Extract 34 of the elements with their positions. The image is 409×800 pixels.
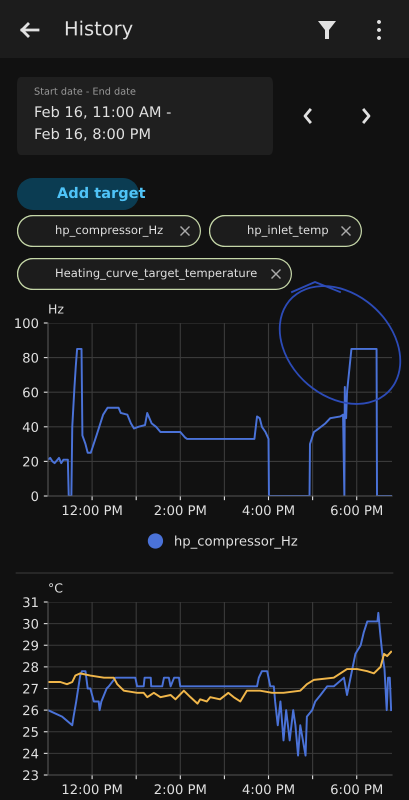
y-tick-label: 20 — [23, 456, 38, 467]
y-tick-label: 100 — [15, 318, 38, 328]
text: Feb 16, 8:00 PM — [35, 128, 150, 141]
y-tick-label: 60 — [23, 387, 38, 398]
y-tick-label: 24 — [23, 748, 38, 758]
y-tick-label: 25 — [23, 726, 38, 737]
y-tick-label: 26 — [23, 705, 38, 716]
y-tick-label: 23 — [23, 770, 38, 780]
y-tick-label: 30 — [23, 618, 38, 629]
text: History — [66, 20, 133, 40]
text: hp_compressor_Hz — [56, 225, 163, 237]
y-tick-label: 31 — [23, 597, 38, 608]
text: Feb 16, 11:00 AM - — [35, 106, 171, 119]
y-tick-label: 29 — [23, 640, 38, 650]
x-tick-label: 12:00 PM — [62, 784, 122, 794]
x-tick-label: 6:00 PM — [331, 784, 382, 794]
y-tick-label: 27 — [23, 684, 38, 694]
text: hp_inlet_temp — [248, 225, 328, 237]
x-tick-label: 4:00 PM — [242, 784, 294, 794]
y-tick-label: 40 — [22, 422, 38, 432]
text: Start date - End date — [34, 87, 136, 95]
text: Heating_curve_target_temperature — [56, 268, 257, 280]
y-tick-label: 28 — [23, 662, 38, 672]
x-tick-label: 6:00 PM — [331, 505, 382, 516]
y-tick-label: 0 — [31, 491, 38, 502]
x-tick-label: 4:00 PM — [242, 505, 294, 516]
x-tick-label: 2:00 PM — [154, 505, 206, 516]
y-axis-title: Hz — [49, 304, 64, 314]
x-tick-label: 12:00 PM — [62, 505, 122, 516]
legend-label: hp_compressor_Hz — [175, 536, 298, 549]
x-tick-label: 2:00 PM — [154, 784, 206, 794]
text: Add target — [57, 186, 146, 202]
y-tick-label: 80 — [23, 352, 38, 363]
y-axis-title: °C — [49, 583, 62, 593]
